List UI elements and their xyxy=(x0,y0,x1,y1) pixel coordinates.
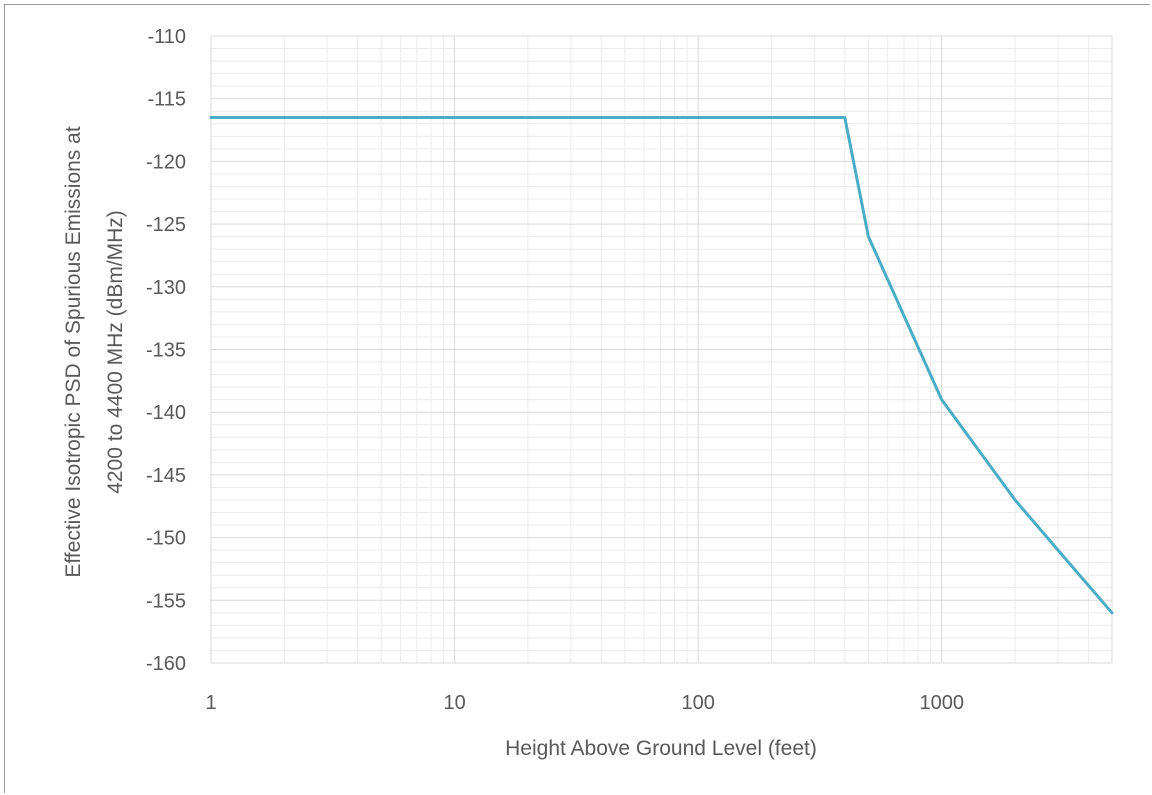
y-axis-tick-labels: -110 -115 -120 -125 -130 -135 -140 -145 -150 -155… xyxy=(146,26,186,675)
x-tick-label: 1000 xyxy=(919,692,964,714)
y-tick-label: -135 xyxy=(146,340,186,362)
major-gridlines xyxy=(210,35,1113,664)
x-axis-title: Height Above Ground Level (feet) xyxy=(505,737,817,760)
y-axis-title: Effective Isotropic PSD of Spurious Emis… xyxy=(62,126,127,577)
series-layer xyxy=(209,116,1114,615)
y-tick-label: -125 xyxy=(146,214,186,236)
y-tick-label: -115 xyxy=(147,89,186,111)
y-tick-label: -110 xyxy=(147,26,186,48)
y-tick-label: -155 xyxy=(146,590,186,612)
series-line xyxy=(209,116,1114,615)
y-tick-label: -150 xyxy=(146,528,186,550)
x-axis-tick-labels: 1 10 100 1000 xyxy=(205,692,964,714)
y-axis-title-line-2: 4200 to 4400 MHz (dBm/MHz) xyxy=(104,210,127,494)
x-tick-label: 1 xyxy=(205,692,216,714)
chart-frame xyxy=(4,4,1150,793)
x-tick-label: 10 xyxy=(443,692,465,714)
y-tick-label: -120 xyxy=(146,151,186,173)
y-axis-title-line-1: Effective Isotropic PSD of Spurious Emis… xyxy=(62,126,85,577)
y-tick-label: -130 xyxy=(146,277,186,299)
y-tick-label: -145 xyxy=(146,465,186,487)
y-tick-label: -160 xyxy=(146,653,186,675)
x-tick-label: 100 xyxy=(681,692,714,714)
y-tick-label: -140 xyxy=(146,402,186,424)
